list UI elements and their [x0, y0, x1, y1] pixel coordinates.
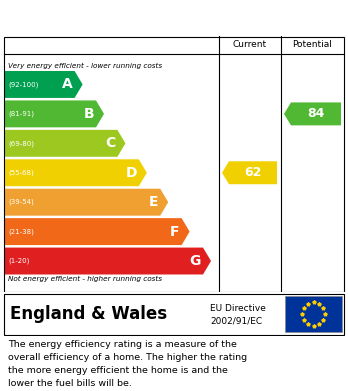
Bar [285, 296, 342, 332]
Text: (1-20): (1-20) [8, 258, 29, 264]
Text: 84: 84 [307, 108, 325, 120]
Text: D: D [125, 166, 137, 180]
Text: B: B [84, 107, 94, 121]
Text: (92-100): (92-100) [8, 81, 38, 88]
Text: E: E [149, 195, 158, 209]
Text: 62: 62 [244, 166, 262, 179]
Text: C: C [105, 136, 116, 150]
Text: (39-54): (39-54) [8, 199, 34, 205]
Text: Potential: Potential [293, 41, 332, 50]
Text: (81-91): (81-91) [8, 111, 34, 117]
Polygon shape [4, 159, 147, 186]
Text: EU Directive: EU Directive [210, 304, 266, 313]
Text: Not energy efficient - higher running costs: Not energy efficient - higher running co… [8, 276, 162, 282]
Text: (55-68): (55-68) [8, 170, 34, 176]
Text: (69-80): (69-80) [8, 140, 34, 147]
Polygon shape [4, 218, 190, 245]
Polygon shape [4, 71, 82, 98]
Text: F: F [170, 224, 180, 239]
Text: A: A [62, 77, 73, 91]
Text: (21-38): (21-38) [8, 228, 34, 235]
Polygon shape [222, 161, 277, 184]
Text: The energy efficiency rating is a measure of the
overall efficiency of a home. T: The energy efficiency rating is a measur… [8, 340, 247, 387]
Polygon shape [4, 130, 125, 157]
Polygon shape [4, 248, 211, 274]
Text: Current: Current [232, 41, 267, 50]
Text: G: G [190, 254, 201, 268]
Text: Very energy efficient - lower running costs: Very energy efficient - lower running co… [8, 63, 162, 69]
Polygon shape [4, 189, 168, 216]
Polygon shape [284, 102, 341, 126]
Text: 2002/91/EC: 2002/91/EC [210, 317, 262, 326]
Polygon shape [4, 100, 104, 127]
Text: Energy Efficiency Rating: Energy Efficiency Rating [8, 11, 218, 25]
Text: England & Wales: England & Wales [10, 305, 167, 323]
